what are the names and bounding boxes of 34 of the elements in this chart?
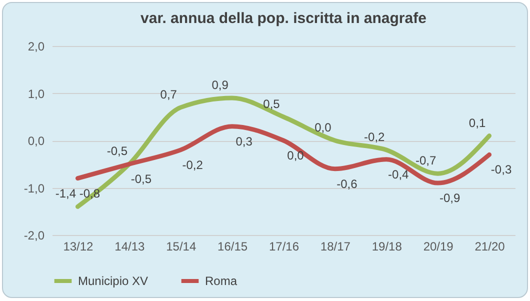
data-label: 0,1	[468, 116, 486, 130]
x-tick-label: 13/12	[63, 240, 94, 254]
data-label: -1,4	[55, 186, 76, 201]
data-label: 0,0	[314, 120, 332, 134]
data-label: 0,3	[236, 134, 253, 148]
y-tick-label: 0,0	[28, 134, 45, 148]
data-label: -0,6	[336, 176, 358, 191]
legend-label: Roma	[205, 274, 238, 288]
data-label: -0,2	[364, 130, 386, 144]
x-tick-label: 18/17	[320, 240, 351, 254]
x-tick-label: 21/20	[474, 240, 506, 254]
y-tick-label: -2,0	[24, 228, 45, 242]
y-tick-label: 1,0	[28, 86, 45, 101]
data-label: 0,9	[212, 78, 229, 92]
data-label: -0,2	[182, 158, 204, 172]
y-tick-label: -1,0	[24, 181, 45, 196]
data-label: -0,5	[130, 172, 152, 186]
x-tick-label: 16/15	[218, 240, 248, 254]
data-label: 0,5	[263, 96, 280, 111]
data-label: -0,4	[388, 167, 410, 182]
data-label: -0,3	[490, 162, 512, 177]
chart-title: var. annua della pop. iscritta in anagrafe	[140, 10, 426, 27]
x-tick-label: 15/14	[166, 240, 196, 254]
data-label: -0,9	[439, 191, 460, 206]
x-tick-label: 17/16	[268, 240, 300, 254]
data-label: 0,7	[160, 87, 178, 102]
x-tick-label: 19/18	[372, 240, 402, 254]
y-tick-label: 2,0	[28, 40, 45, 54]
data-label: -0,7	[415, 154, 436, 168]
data-label: -0,5	[106, 144, 128, 158]
x-tick-label: 14/13	[114, 240, 146, 254]
legend-label: Municipio XV	[78, 274, 148, 288]
x-tick-label: 20/19	[423, 240, 454, 254]
data-label: 0,0	[287, 148, 304, 162]
